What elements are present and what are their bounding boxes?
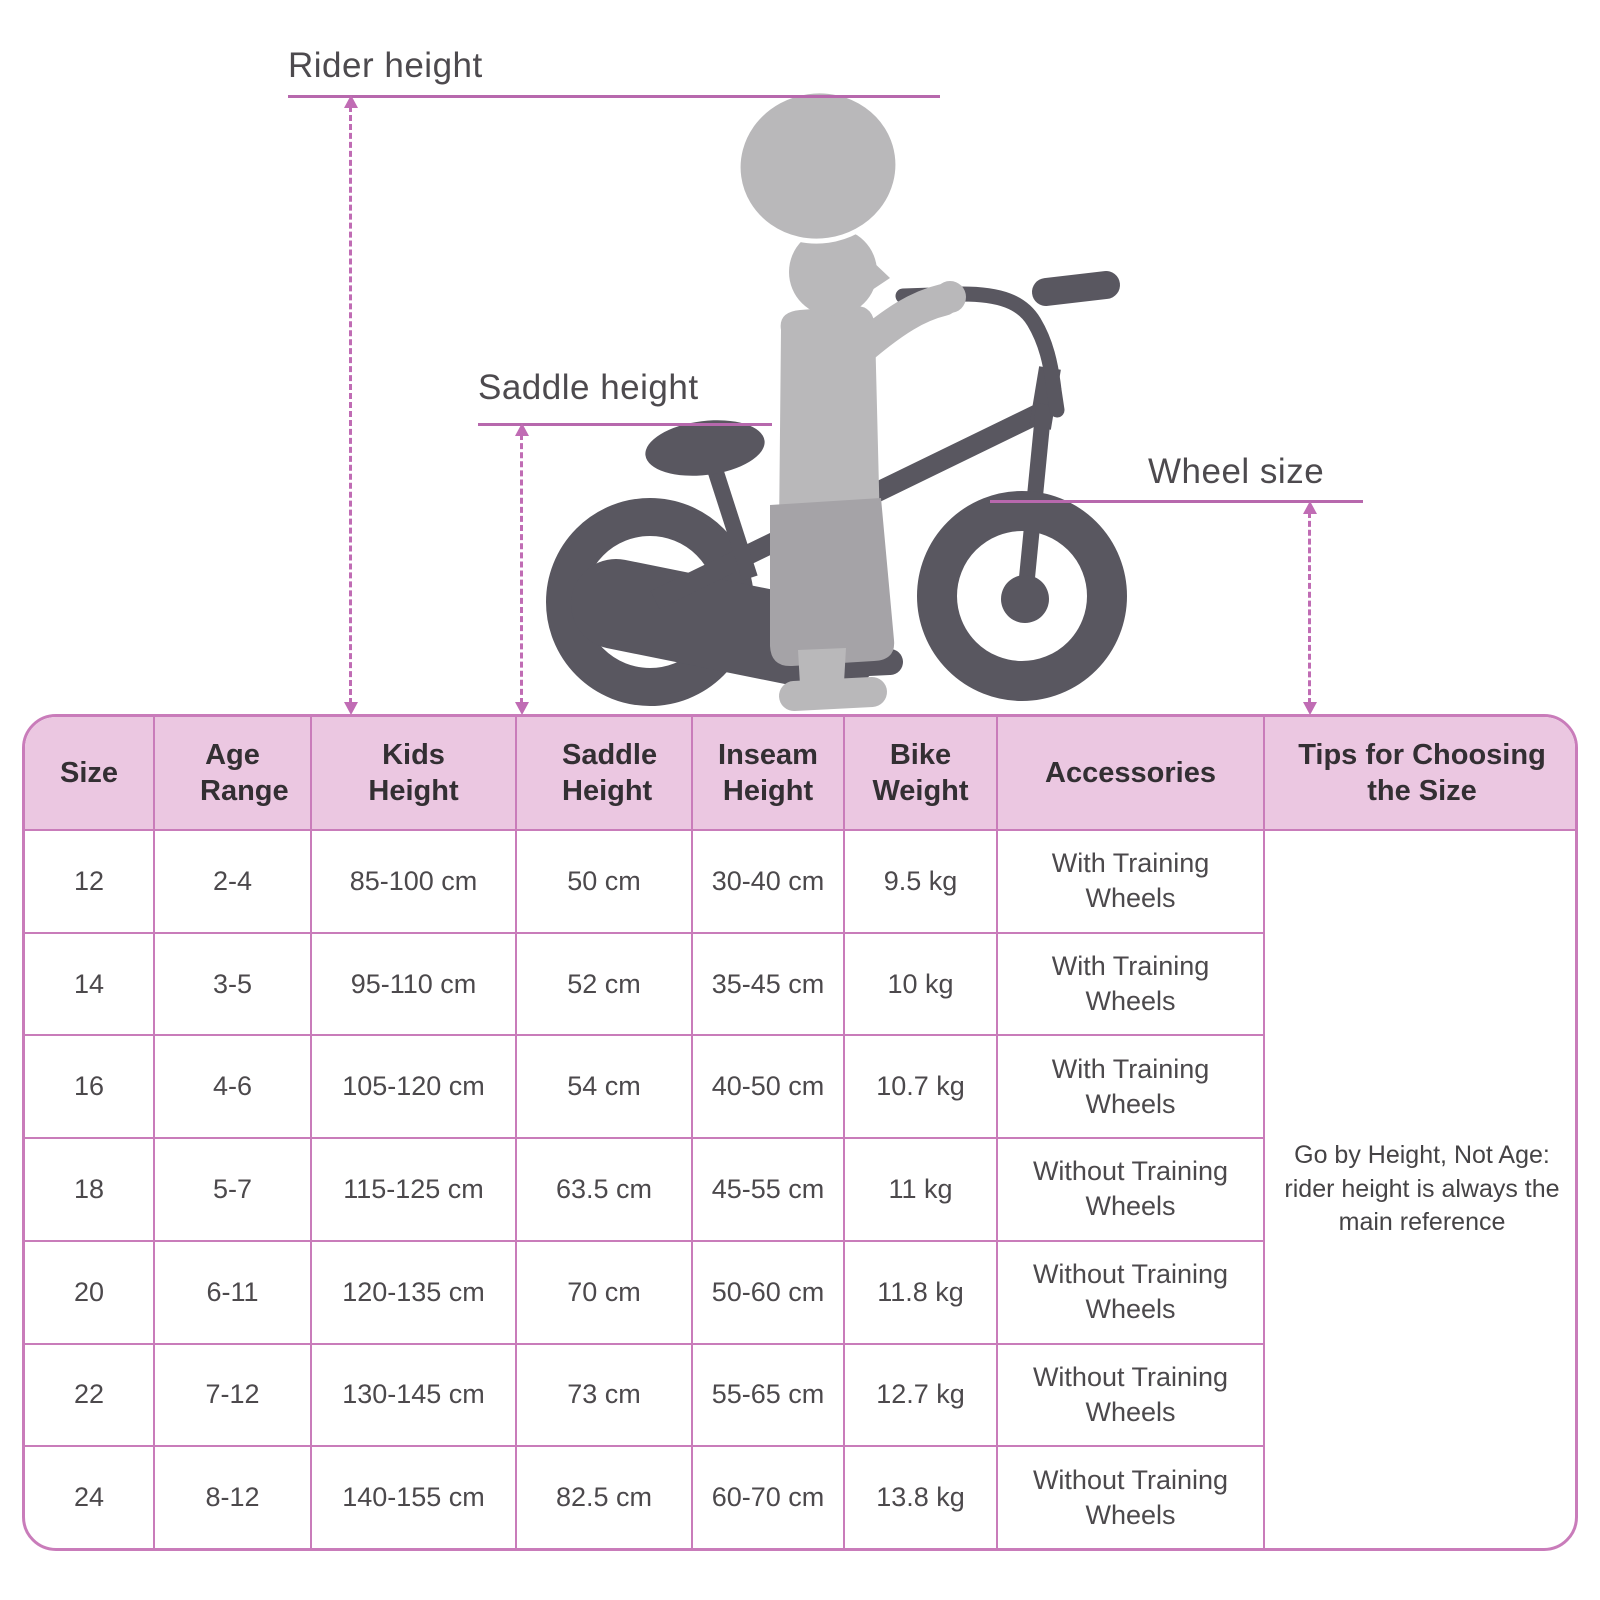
cell-accessories: With Training Wheels xyxy=(996,1034,1265,1140)
rider-height-label: Rider height xyxy=(288,46,483,85)
table-row: 12 2-4 85-100 cm 50 cm 30-40 cm 9.5 kg W… xyxy=(25,829,1575,1548)
front-wheel-icon xyxy=(917,491,1127,701)
header-row: Size Age Range Kids Height Saddle Height… xyxy=(25,717,1575,831)
col-header-tips: Tips for Choosing the Size xyxy=(1263,717,1575,831)
size-table-grid: Size Age Range Kids Height Saddle Height… xyxy=(25,717,1575,1548)
cell-inseam: 30-40 cm xyxy=(691,829,845,934)
wheel-size-arrow xyxy=(1303,501,1317,715)
cell-inseam: 50-60 cm xyxy=(691,1239,845,1345)
cell-saddle: 82.5 cm xyxy=(515,1445,693,1548)
arrowhead-up-icon xyxy=(344,95,358,108)
cell-weight: 10 kg xyxy=(843,931,998,1037)
cell-age: 6-11 xyxy=(153,1239,312,1345)
size-table: Size Age Range Kids Height Saddle Height… xyxy=(22,714,1578,1551)
cell-saddle: 52 cm xyxy=(515,931,693,1037)
helmet-icon xyxy=(735,88,901,244)
cell-age: 5-7 xyxy=(153,1137,312,1242)
table-row: 18 5-7 115-125 cm 63.5 cm 45-55 cm 11 kg… xyxy=(25,1137,1575,1242)
pedal-icon xyxy=(835,649,903,677)
cell-size: 18 xyxy=(25,1137,155,1242)
cell-weight: 11 kg xyxy=(843,1137,998,1242)
cell-age: 3-5 xyxy=(153,931,312,1037)
cell-age: 7-12 xyxy=(153,1342,312,1448)
cell-size: 20 xyxy=(25,1239,155,1345)
cell-kids-height: 85-100 cm xyxy=(310,829,517,934)
seat-post-icon xyxy=(704,457,758,581)
table-row: 14 3-5 95-110 cm 52 cm 35-45 cm 10 kg Wi… xyxy=(25,931,1575,1037)
cell-size: 24 xyxy=(25,1445,155,1548)
cell-size: 16 xyxy=(25,1034,155,1140)
saddle-icon xyxy=(645,420,765,476)
cell-age: 4-6 xyxy=(153,1034,312,1140)
arrowhead-up-icon xyxy=(515,423,529,436)
rider-height-line xyxy=(288,95,940,98)
wheel-size-label: Wheel size xyxy=(1148,452,1325,491)
cell-inseam: 55-65 cm xyxy=(691,1342,845,1448)
arrowhead-down-icon xyxy=(515,702,529,715)
child-arm xyxy=(846,284,959,364)
cell-saddle: 54 cm xyxy=(515,1034,693,1140)
child-hand xyxy=(934,281,966,313)
col-header-size: Size xyxy=(25,717,155,831)
wheel-size-line xyxy=(990,500,1363,503)
cell-kids-height: 95-110 cm xyxy=(310,931,517,1037)
child-shorts xyxy=(770,498,895,667)
cell-kids-height: 120-135 cm xyxy=(310,1239,517,1345)
cell-age: 8-12 xyxy=(153,1445,312,1548)
cell-weight: 12.7 kg xyxy=(843,1342,998,1448)
cell-saddle: 70 cm xyxy=(515,1239,693,1345)
saddle-height-line xyxy=(478,423,772,426)
col-header-age-range: Age Range xyxy=(153,717,312,831)
handlebar-icon xyxy=(895,286,1065,418)
col-header-accessories: Accessories xyxy=(996,717,1265,831)
cell-saddle: 73 cm xyxy=(515,1342,693,1448)
cell-inseam: 35-45 cm xyxy=(691,931,845,1037)
col-header-saddle-height: Saddle Height xyxy=(515,717,693,831)
col-header-kids-height: Kids Height xyxy=(310,717,517,831)
child-face xyxy=(850,240,890,302)
handlebar-grip-icon xyxy=(1032,271,1120,306)
cell-kids-height: 130-145 cm xyxy=(310,1342,517,1448)
kid-with-bike-illustration xyxy=(546,88,1127,711)
cell-accessories: With Training Wheels xyxy=(996,829,1265,934)
cell-accessories: Without Training Wheels xyxy=(996,1445,1265,1548)
cell-accessories: Without Training Wheels xyxy=(996,1239,1265,1345)
table-row: 20 6-11 120-135 cm 70 cm 50-60 cm 11.8 k… xyxy=(25,1239,1575,1345)
table-row: 16 4-6 105-120 cm 54 cm 40-50 cm 10.7 kg… xyxy=(25,1034,1575,1140)
arrowhead-up-icon xyxy=(1303,501,1317,514)
cell-age: 2-4 xyxy=(153,829,312,934)
child-shoe xyxy=(779,677,887,711)
cell-accessories: With Training Wheels xyxy=(996,931,1265,1037)
front-hub-icon xyxy=(1001,575,1049,623)
col-header-inseam-height: Inseam Height xyxy=(691,717,845,831)
table-row: 22 7-12 130-145 cm 73 cm 55-65 cm 12.7 k… xyxy=(25,1342,1575,1448)
table-row: 24 8-12 140-155 cm 82.5 cm 60-70 cm 13.8… xyxy=(25,1445,1575,1548)
cell-weight: 11.8 kg xyxy=(843,1239,998,1345)
cell-size: 12 xyxy=(25,829,155,934)
saddle-height-label: Saddle height xyxy=(478,368,699,407)
rider-height-arrow xyxy=(344,95,358,715)
cell-inseam: 40-50 cm xyxy=(691,1034,845,1140)
cell-inseam: 60-70 cm xyxy=(691,1445,845,1548)
cell-kids-height: 115-125 cm xyxy=(310,1137,517,1242)
cell-weight: 9.5 kg xyxy=(843,829,998,934)
arrowhead-down-icon xyxy=(344,702,358,715)
arrowhead-down-icon xyxy=(1303,702,1317,715)
child-torso xyxy=(778,305,880,552)
tips-cell: Go by Height, Not Age: rider height is a… xyxy=(1263,829,1575,1548)
cell-saddle: 50 cm xyxy=(515,829,693,934)
cell-accessories: Without Training Wheels xyxy=(996,1342,1265,1448)
cell-size: 22 xyxy=(25,1342,155,1448)
cell-weight: 13.8 kg xyxy=(843,1445,998,1548)
cell-size: 14 xyxy=(25,931,155,1037)
cell-inseam: 45-55 cm xyxy=(691,1137,845,1242)
cell-saddle: 63.5 cm xyxy=(515,1137,693,1242)
cell-weight: 10.7 kg xyxy=(843,1034,998,1140)
saddle-height-arrow xyxy=(515,423,529,715)
col-header-bike-weight: Bike Weight xyxy=(843,717,998,831)
cell-kids-height: 140-155 cm xyxy=(310,1445,517,1548)
cell-kids-height: 105-120 cm xyxy=(310,1034,517,1140)
cell-accessories: Without Training Wheels xyxy=(996,1137,1265,1242)
